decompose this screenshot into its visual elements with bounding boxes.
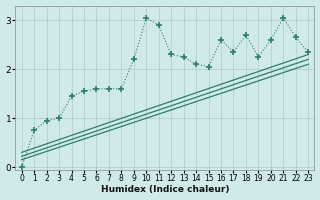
X-axis label: Humidex (Indice chaleur): Humidex (Indice chaleur) bbox=[101, 185, 229, 194]
